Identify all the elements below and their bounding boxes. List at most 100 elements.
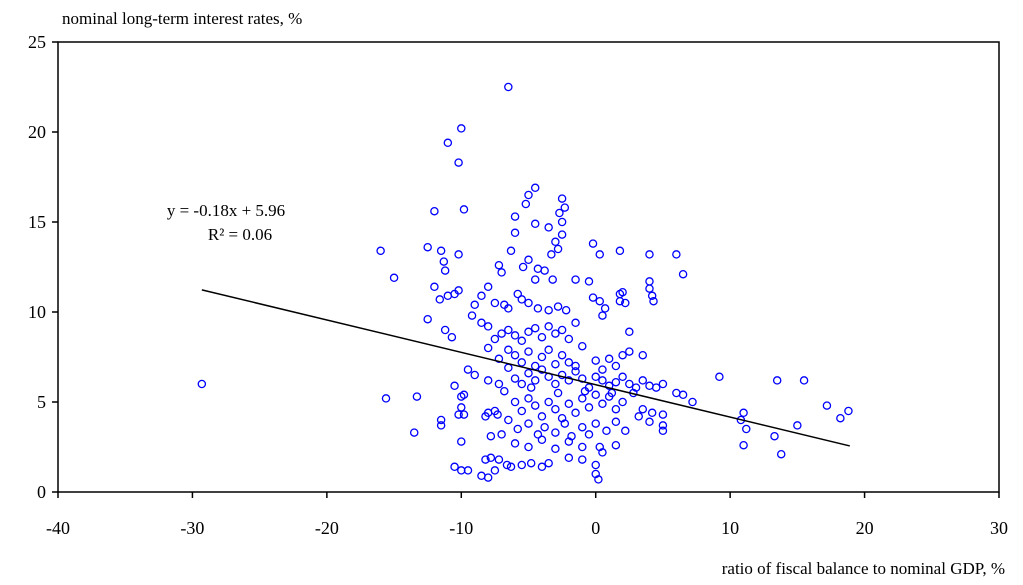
point	[615, 246, 625, 256]
point	[483, 282, 493, 292]
point	[524, 255, 533, 265]
point	[493, 410, 502, 419]
y-tick-label: 20	[28, 122, 46, 142]
point	[564, 437, 574, 446]
point	[611, 404, 621, 414]
point	[551, 444, 560, 454]
point	[524, 419, 533, 428]
point	[551, 237, 560, 247]
point	[494, 379, 504, 389]
point	[470, 300, 479, 310]
point	[540, 266, 549, 275]
point	[607, 388, 617, 398]
point	[504, 415, 513, 425]
point	[477, 291, 486, 301]
point	[600, 304, 610, 313]
point	[625, 327, 634, 337]
point	[450, 381, 459, 391]
point	[486, 453, 496, 463]
x-tick-label: 0	[591, 518, 600, 538]
point	[742, 424, 751, 434]
point	[440, 266, 450, 275]
point	[551, 428, 560, 437]
plot-frame	[57, 41, 1000, 493]
point	[591, 356, 600, 365]
point	[598, 376, 607, 385]
point	[658, 410, 668, 419]
point	[564, 453, 574, 463]
point	[483, 343, 493, 353]
point	[443, 291, 453, 301]
point	[571, 367, 580, 376]
point	[524, 442, 533, 452]
point	[658, 379, 668, 389]
point	[477, 318, 486, 328]
point	[533, 430, 543, 439]
point	[459, 410, 469, 419]
point	[423, 314, 432, 324]
point	[463, 466, 473, 475]
point	[513, 289, 522, 299]
point	[510, 350, 520, 360]
point	[494, 455, 504, 464]
point	[533, 304, 543, 313]
point	[504, 304, 513, 313]
point	[715, 372, 724, 382]
point	[477, 471, 486, 481]
point	[524, 394, 533, 403]
point	[649, 296, 658, 306]
point	[560, 203, 570, 212]
point	[530, 376, 540, 385]
point	[776, 449, 786, 459]
point	[548, 275, 557, 284]
point	[591, 372, 600, 382]
point	[457, 124, 466, 133]
y-tick-label: 15	[28, 212, 46, 232]
point	[463, 365, 473, 374]
point	[604, 354, 614, 364]
point	[571, 361, 580, 371]
point	[483, 376, 493, 385]
point	[584, 277, 594, 286]
point	[739, 408, 748, 418]
point	[836, 413, 845, 423]
point	[526, 458, 536, 468]
point	[547, 250, 556, 259]
point	[822, 401, 832, 410]
point	[506, 462, 516, 472]
point	[436, 246, 446, 256]
point	[557, 350, 567, 360]
x-tick-label: -30	[180, 518, 204, 538]
point	[672, 388, 681, 398]
point	[530, 361, 540, 371]
point	[672, 250, 681, 259]
point	[459, 205, 469, 214]
point	[555, 208, 564, 218]
point	[537, 435, 547, 445]
point	[615, 296, 625, 306]
point	[537, 332, 547, 342]
point	[524, 368, 533, 378]
point	[844, 406, 853, 416]
point	[621, 298, 630, 308]
point	[376, 246, 385, 256]
point	[530, 323, 540, 333]
point	[557, 217, 567, 227]
point	[197, 379, 207, 389]
point	[504, 82, 513, 92]
point	[510, 228, 520, 238]
point	[500, 386, 509, 396]
x-axis-label: ratio of fiscal balance to nominal GDP, …	[722, 559, 1005, 578]
point	[645, 417, 654, 427]
point	[530, 275, 540, 284]
point	[580, 386, 590, 396]
y-tick-label: 0	[37, 482, 46, 502]
point	[598, 311, 607, 320]
point	[537, 412, 547, 421]
point	[645, 277, 654, 286]
point	[504, 363, 513, 373]
point	[486, 431, 496, 441]
x-tick-label: 10	[721, 518, 739, 538]
y-tick-label: 10	[28, 302, 46, 322]
point	[502, 460, 512, 470]
